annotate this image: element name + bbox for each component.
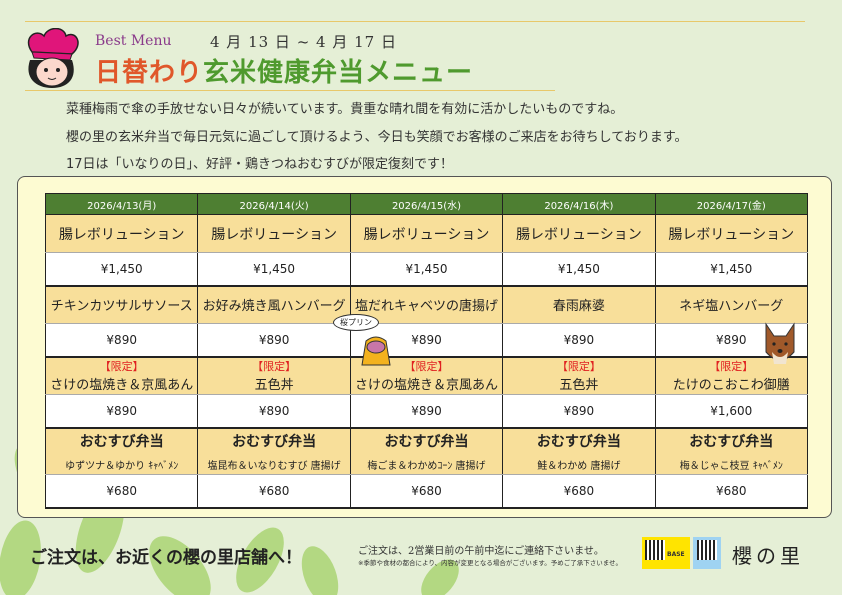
dog-icon bbox=[765, 322, 795, 364]
menu-item: 腸レボリューション bbox=[197, 214, 351, 253]
day-header: 2026/4/16(木) bbox=[502, 193, 656, 215]
menu-row: チキンカツサルサソース お好み焼き風ハンバーグ 塩だれキャベツの唐揚げ 春雨麻婆 ネギ塩… bbox=[44, 285, 809, 324]
item-price: ¥1,450 bbox=[197, 252, 351, 287]
menu-item: 【限定】 五色丼 bbox=[197, 356, 351, 395]
menu-item: チキンカツサルサソース bbox=[44, 285, 199, 324]
item-price: ¥890 bbox=[197, 394, 351, 429]
menu-item: 腸レボリューション bbox=[44, 214, 199, 253]
item-name: おむすび弁当 bbox=[536, 433, 621, 450]
menu-row: 【限定】 さけの塩焼き＆京風あん 【限定】 五色丼 【限定】 さけの塩焼き＆京風あん 【限定… bbox=[44, 356, 809, 395]
item-price: ¥890 bbox=[349, 394, 504, 429]
menu-item: ネギ塩ハンバーグ bbox=[654, 285, 809, 324]
item-detail: 梅＆じゃこ枝豆 ｷｬﾍﾞﾒﾝ bbox=[679, 460, 783, 472]
brand-logo-text: 櫻の里 bbox=[732, 544, 804, 568]
item-price: ¥1,450 bbox=[502, 252, 656, 287]
menu-row: おむすび弁当 ゆずツナ＆ゆかり ｷｬﾍﾞﾒﾝ おむすび弁当 塩昆布＆いなりむすび 唐揚… bbox=[44, 427, 809, 475]
item-name: 五色丼 bbox=[559, 378, 599, 394]
order-message: ご注文は、お近くの櫻の里店舗へ！ bbox=[30, 548, 302, 568]
pudding-icon bbox=[361, 336, 391, 366]
price-row: ¥890 ¥890 ¥890 ¥890 ¥1,600 bbox=[44, 394, 809, 429]
item-name: 腸レボリューション bbox=[58, 226, 185, 243]
item-name: おむすび弁当 bbox=[689, 433, 774, 450]
item-price: ¥890 bbox=[502, 394, 656, 429]
menu-item: 腸レボリューション bbox=[654, 214, 809, 253]
intro-line: 櫻の里の玄米弁当で毎日元気に過ごして頂けるよう、今日も笑顔でお客様のご来店をお待… bbox=[66, 130, 688, 145]
day-header: 2026/4/13(月) bbox=[44, 193, 199, 215]
limited-tag: 【限定】 bbox=[404, 360, 449, 374]
item-name: 腸レボリューション bbox=[363, 226, 490, 243]
item-name: 春雨麻婆 bbox=[552, 299, 605, 315]
item-price: ¥1,600 bbox=[654, 394, 809, 429]
base-qr-code[interactable]: BASE bbox=[642, 537, 690, 569]
item-name: 五色丼 bbox=[254, 378, 294, 394]
price-row: ¥680 ¥680 ¥680 ¥680 ¥680 bbox=[44, 474, 809, 509]
page-title: 日替わり玄米健康弁当メニュー bbox=[95, 58, 474, 88]
item-name: さけの塩焼き＆京風あん bbox=[50, 378, 194, 394]
item-detail: 梅ごま＆わかめｺｰﾝ 唐揚げ bbox=[367, 460, 486, 472]
disclaimer-note: ※季節や食材の都合により、内容が変更となる場合がございます。予めご了承下さいませ… bbox=[358, 559, 623, 567]
menu-item: 【限定】 五色丼 bbox=[502, 356, 656, 395]
day-header: 2026/4/17(金) bbox=[654, 193, 809, 215]
intro-line: 17日は「いなりの日」、好評・鶏きつねおむすびが限定復刻です！ bbox=[66, 157, 454, 172]
chef-mascot-icon bbox=[27, 28, 79, 88]
item-name: 腸レボリューション bbox=[516, 226, 642, 243]
item-price: ¥890 bbox=[197, 323, 351, 358]
item-price: ¥890 bbox=[44, 394, 199, 429]
limited-tag: 【限定】 bbox=[556, 360, 601, 374]
menu-table: 2026/4/13(月) 2026/4/14(火) 2026/4/15(水) 2026… bbox=[44, 193, 809, 509]
limited-tag: 【限定】 bbox=[709, 360, 754, 374]
item-name: 腸レボリューション bbox=[668, 226, 795, 243]
title-rule bbox=[25, 90, 555, 91]
item-price: ¥890 bbox=[44, 323, 199, 358]
qr-code[interactable] bbox=[693, 537, 721, 569]
item-detail: 鮭＆わかめ 唐揚げ bbox=[537, 460, 621, 472]
item-name: おむすび弁当 bbox=[384, 433, 469, 450]
item-price: ¥680 bbox=[502, 474, 656, 509]
item-price: ¥890 bbox=[502, 323, 656, 358]
date-range: 4 月 13 日 ~ 4 月 17 日 bbox=[210, 33, 397, 51]
item-name: 塩だれキャベツの唐揚げ bbox=[354, 299, 498, 315]
day-header: 2026/4/14(火) bbox=[197, 193, 351, 215]
intro-line: 菜種梅雨で傘の手放せない日々が続いています。貴重な晴れ間を有効に活かしたいもので… bbox=[66, 102, 624, 117]
menu-item: 【限定】たけのこおこわ御膳 bbox=[654, 356, 809, 395]
top-rule bbox=[25, 21, 805, 22]
item-name: ネギ塩ハンバーグ bbox=[679, 299, 784, 315]
best-menu-label: Best Menu bbox=[95, 33, 172, 49]
item-price: ¥680 bbox=[654, 474, 809, 509]
menu-row: 腸レボリューション 腸レボリューション 腸レボリューション 腸レボリューション 腸レボリ… bbox=[44, 214, 809, 253]
menu-item: 腸レボリューション bbox=[502, 214, 656, 253]
order-deadline-note: ご注文は、2営業日前の午前中迄にご連絡下さいませ。 bbox=[358, 546, 604, 557]
item-price: ¥1,450 bbox=[654, 252, 809, 287]
item-detail: 塩昆布＆いなりむすび 唐揚げ bbox=[207, 460, 341, 472]
menu-item: おむすび弁当ゆずツナ＆ゆかり ｷｬﾍﾞﾒﾝ bbox=[44, 427, 199, 475]
menu-item: おむすび弁当鮭＆わかめ 唐揚げ bbox=[502, 427, 656, 475]
limited-tag: 【限定】 bbox=[99, 360, 144, 374]
menu-item: 春雨麻婆 bbox=[502, 285, 656, 324]
menu-item: おむすび弁当梅＆じゃこ枝豆 ｷｬﾍﾞﾒﾝ bbox=[654, 427, 809, 475]
price-row: ¥1,450 ¥1,450 ¥1,450 ¥1,450 ¥1,450 bbox=[44, 252, 809, 287]
item-name: チキンカツサルサソース bbox=[50, 299, 193, 315]
item-price: ¥680 bbox=[197, 474, 351, 509]
item-price: ¥1,450 bbox=[349, 252, 504, 287]
item-name: たけのこおこわ御膳 bbox=[672, 378, 790, 394]
menu-item: お好み焼き風ハンバーグ bbox=[197, 285, 351, 324]
item-detail: ゆずツナ＆ゆかり ｷｬﾍﾞﾒﾝ bbox=[65, 460, 179, 472]
day-header: 2026/4/15(水) bbox=[349, 193, 504, 215]
item-name: おむすび弁当 bbox=[232, 433, 317, 450]
menu-item: 腸レボリューション bbox=[349, 214, 504, 253]
price-row: ¥890 ¥890 ¥890 ¥890 ¥890 bbox=[44, 323, 809, 358]
speech-bubble: 桜プリン bbox=[333, 314, 379, 331]
item-price: ¥1,450 bbox=[44, 252, 199, 287]
item-name: お好み焼き風ハンバーグ bbox=[202, 299, 346, 315]
item-name: おむすび弁当 bbox=[79, 433, 164, 450]
item-name: 腸レボリューション bbox=[211, 226, 337, 243]
menu-item: 【限定】さけの塩焼き＆京風あん bbox=[44, 356, 199, 395]
item-price: ¥680 bbox=[44, 474, 199, 509]
limited-tag: 【限定】 bbox=[252, 360, 297, 374]
menu-item: おむすび弁当塩昆布＆いなりむすび 唐揚げ bbox=[197, 427, 351, 475]
item-price: ¥680 bbox=[349, 474, 504, 509]
menu-item: おむすび弁当梅ごま＆わかめｺｰﾝ 唐揚げ bbox=[349, 427, 504, 475]
item-name: さけの塩焼き＆京風あん bbox=[354, 378, 498, 394]
